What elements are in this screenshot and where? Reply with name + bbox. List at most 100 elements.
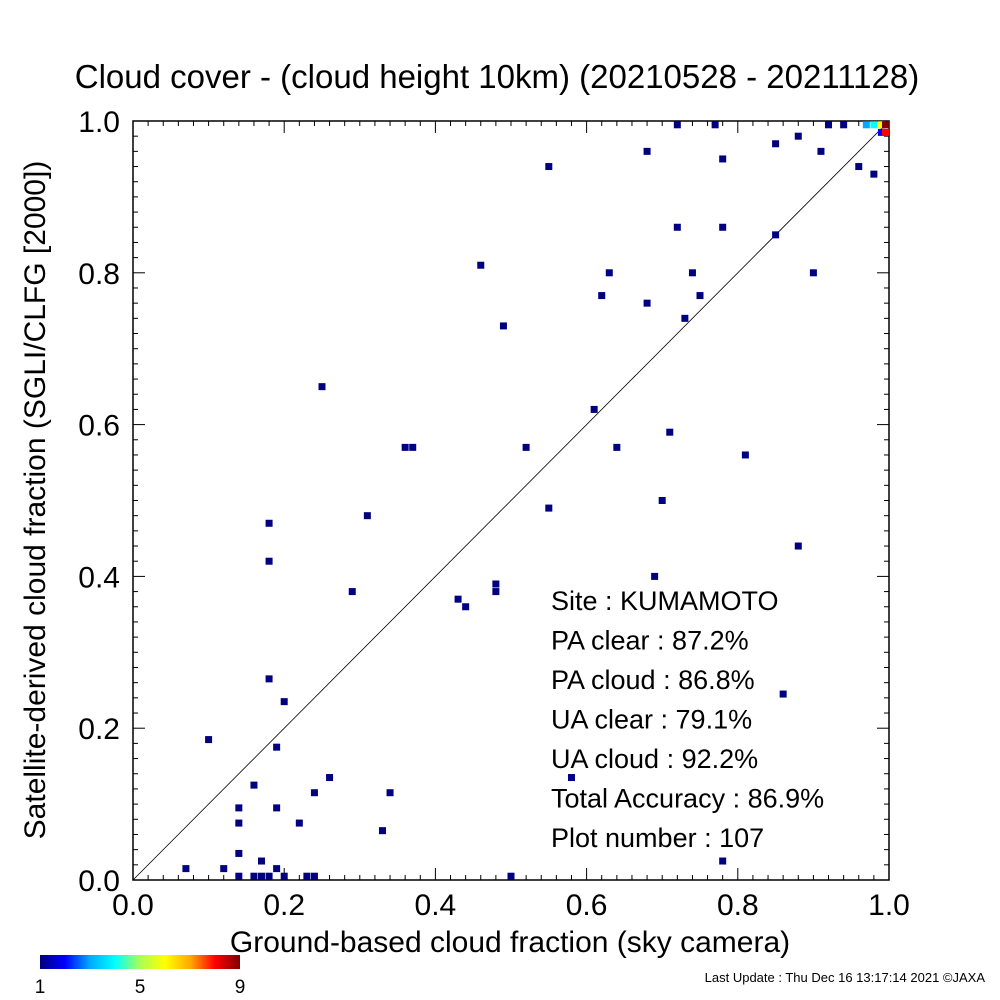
data-point (492, 588, 500, 596)
data-point (719, 223, 727, 231)
dense-cell (882, 128, 889, 136)
y-tick-labels: 0.0 0.2 0.4 0.6 0.8 1.0 (78, 106, 120, 898)
data-point (310, 789, 318, 797)
data-point (258, 872, 266, 880)
data-point (462, 603, 470, 611)
stat-line: UA clear : 79.1% (551, 705, 752, 735)
colorbar (40, 955, 240, 969)
data-point (378, 827, 386, 835)
data-point (235, 819, 243, 827)
dense-cell (877, 121, 885, 129)
dense-cells (862, 121, 889, 136)
y-tick-label: 0.0 (78, 865, 120, 898)
dense-cell (862, 121, 870, 129)
data-point (273, 804, 281, 812)
data-point (711, 121, 719, 129)
colorbar-tick-label: 5 (135, 977, 146, 998)
data-point (598, 292, 606, 300)
data-point (658, 497, 666, 504)
y-axis-label: Satellite-derived cloud fraction (SGLI/C… (19, 161, 52, 840)
data-point (280, 698, 288, 706)
y-tick-label: 0.2 (78, 713, 120, 746)
data-point (794, 542, 802, 550)
data-point (258, 857, 266, 865)
x-axis-label: Ground-based cloud fraction (sky camera) (230, 926, 790, 959)
data-point (310, 872, 318, 880)
x-tick-label: 0.6 (566, 889, 608, 922)
data-point (825, 121, 833, 129)
data-point (265, 872, 273, 880)
data-point (643, 147, 651, 155)
data-point (273, 743, 281, 751)
data-point (840, 121, 848, 129)
dense-cell (870, 121, 878, 129)
data-point (719, 857, 727, 865)
x-tick-labels: 0.0 0.2 0.4 0.6 0.8 1.0 (112, 889, 910, 922)
stat-line: PA clear : 87.2% (551, 626, 749, 656)
stat-line: Plot number : 107 (551, 823, 764, 853)
data-point (817, 147, 825, 155)
data-point (235, 804, 243, 812)
y-tick-label: 1.0 (78, 106, 120, 139)
data-point (567, 774, 575, 782)
data-point (772, 231, 780, 239)
stat-line: Site : KUMAMOTO (551, 586, 779, 616)
data-point (794, 132, 802, 140)
x-tick-label: 0.2 (263, 889, 305, 922)
data-point (235, 849, 243, 857)
data-point (855, 163, 863, 171)
x-tick-label: 1.0 (868, 889, 910, 922)
data-point (318, 383, 326, 391)
last-update-footer: Last Update : Thu Dec 16 13:17:14 2021 ©… (705, 970, 986, 985)
data-point (779, 690, 787, 698)
data-point (673, 121, 681, 129)
data-point (545, 504, 553, 512)
data-point (326, 774, 334, 782)
data-point (719, 155, 727, 163)
data-point (265, 557, 273, 565)
data-point (348, 588, 356, 596)
data-point (363, 512, 371, 520)
data-point (741, 451, 749, 459)
data-point (265, 675, 273, 683)
stat-line: Total Accuracy : 86.9% (551, 784, 824, 814)
data-point (477, 261, 485, 269)
colorbar-ticks: 1 5 9 (35, 977, 246, 998)
data-point (220, 865, 228, 873)
data-point (235, 872, 243, 880)
data-point (295, 819, 303, 827)
x-tick-label: 0.8 (717, 889, 759, 922)
data-point (666, 428, 674, 436)
stat-line: PA cloud : 86.8% (551, 665, 755, 695)
colorbar-tick-label: 1 (35, 977, 46, 998)
data-point (454, 595, 462, 603)
data-point (643, 299, 651, 307)
reference-line (132, 120, 890, 881)
tick-marks (132, 120, 890, 881)
data-point (688, 269, 696, 277)
data-point (545, 163, 553, 171)
data-point (696, 292, 704, 300)
data-point (273, 865, 281, 873)
data-point (250, 872, 258, 880)
data-point (651, 572, 659, 580)
x-tick-label: 0.4 (415, 889, 457, 922)
data-point (522, 443, 530, 451)
data-point (205, 736, 213, 744)
data-point (250, 781, 258, 789)
y-tick-label: 0.8 (78, 258, 120, 291)
data-point (386, 789, 394, 797)
data-point (303, 872, 311, 880)
chart-title: Cloud cover - (cloud height 10km) (20210… (75, 58, 919, 95)
data-point (280, 872, 288, 880)
data-point (265, 519, 273, 527)
dense-cell (882, 121, 889, 129)
data-point (401, 443, 409, 451)
data-point (870, 170, 878, 178)
data-point (809, 269, 817, 277)
colorbar-tick-label: 9 (235, 977, 246, 998)
data-point (772, 140, 780, 148)
data-point (673, 223, 681, 231)
data-point (681, 314, 689, 322)
